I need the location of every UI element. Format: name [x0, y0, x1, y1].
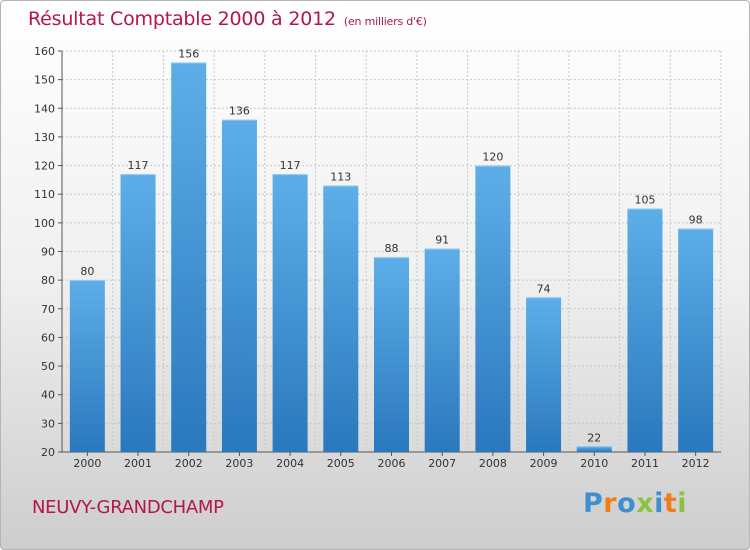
bar-2004: [272, 174, 308, 452]
bar-2003: [221, 119, 257, 452]
bar-2011: [627, 208, 663, 452]
y-tick-label: 60: [41, 331, 55, 344]
chart-unit: (en milliers d'€): [343, 15, 427, 28]
value-label-2006: 88: [385, 242, 399, 255]
brand-letter: P: [583, 488, 604, 519]
value-label-2004: 117: [280, 159, 301, 172]
y-tick-label: 110: [34, 188, 55, 201]
value-label-2008: 120: [482, 151, 503, 164]
x-tick-label: 2000: [73, 457, 101, 470]
chart-title-text: Résultat Comptable 2000 à 2012: [28, 8, 336, 30]
x-tick-label: 2007: [428, 457, 456, 470]
x-tick-label: 2011: [631, 457, 659, 470]
value-label-2009: 74: [537, 282, 551, 295]
value-label-2005: 113: [330, 171, 351, 184]
bar-2000: [69, 280, 105, 452]
brand-letter: i: [677, 488, 688, 519]
x-tick-label: 2003: [225, 457, 253, 470]
x-tick-label: 2002: [175, 457, 203, 470]
x-tick-label: 2006: [378, 457, 406, 470]
bar-2006: [374, 257, 409, 452]
brand-letter: o: [617, 488, 637, 519]
x-tick-label: 2010: [580, 457, 608, 470]
x-tick-label: 2005: [327, 457, 355, 470]
bar-2002: [171, 62, 207, 452]
y-tick-label: 40: [41, 389, 55, 402]
bar-2009: [526, 297, 562, 452]
value-label-2002: 156: [178, 47, 199, 60]
brand-letter: i: [654, 488, 664, 519]
bar-2008: [475, 165, 511, 453]
brand-letter: t: [663, 488, 678, 519]
value-label-2001: 117: [128, 159, 149, 172]
y-tick-label: 140: [34, 102, 55, 115]
y-tick-label: 70: [41, 303, 55, 316]
town-name: NEUVY-GRANDCHAMP: [32, 497, 224, 518]
bar-2005: [323, 185, 359, 452]
chart-title: Résultat Comptable 2000 à 2012 (en millie…: [28, 8, 427, 30]
y-tick-label: 160: [34, 45, 55, 58]
y-tick-label: 150: [34, 74, 55, 87]
y-tick-label: 130: [34, 131, 55, 144]
y-tick-label: 80: [41, 274, 55, 287]
y-tick-label: 20: [41, 446, 55, 459]
bar-2012: [678, 228, 714, 452]
y-tick-label: 100: [34, 217, 55, 230]
value-label-2003: 136: [229, 105, 250, 118]
x-tick-label: 2008: [479, 457, 507, 470]
x-tick-label: 2001: [124, 457, 152, 470]
value-label-2011: 105: [634, 194, 655, 207]
bar-2010: [576, 446, 612, 452]
y-tick-label: 50: [41, 360, 55, 373]
value-label-2010: 22: [587, 431, 601, 444]
proxiti-logo: Proxiti: [583, 488, 687, 519]
bar-2001: [120, 174, 156, 452]
bar-2007: [424, 248, 460, 452]
x-tick-label: 2004: [276, 457, 304, 470]
brand-letter: x: [636, 488, 655, 519]
x-tick-label: 2009: [530, 457, 558, 470]
value-label-2007: 91: [435, 234, 449, 247]
brand-letter: r: [603, 488, 618, 519]
value-label-2012: 98: [689, 214, 703, 227]
x-tick-label: 2012: [682, 457, 710, 470]
y-tick-label: 30: [41, 417, 55, 430]
value-label-2000: 80: [80, 265, 94, 278]
y-tick-label: 120: [34, 160, 55, 173]
y-tick-label: 90: [41, 246, 55, 259]
